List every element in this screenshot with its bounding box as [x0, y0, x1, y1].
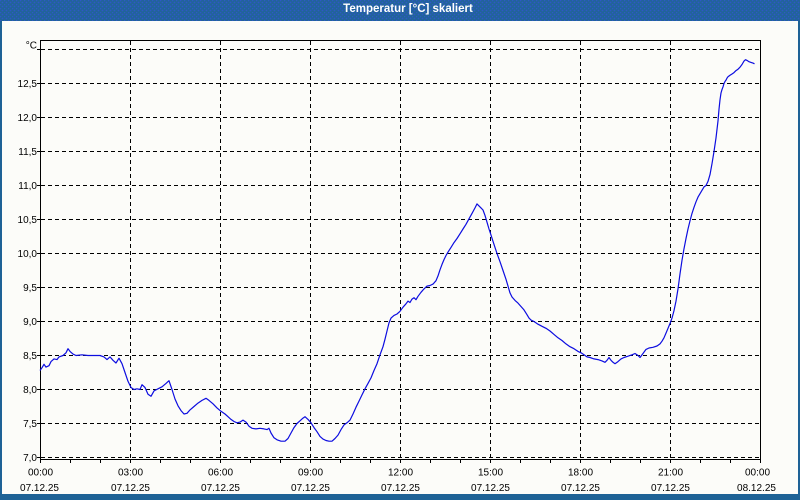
svg-text:9,0: 9,0 [23, 317, 37, 328]
svg-text:07.12.25: 07.12.25 [651, 483, 690, 494]
svg-text:7,0: 7,0 [23, 453, 37, 464]
svg-text:9,5: 9,5 [23, 283, 37, 294]
svg-text:07.12.25: 07.12.25 [381, 483, 420, 494]
svg-text:09:00: 09:00 [298, 468, 323, 479]
svg-text:00:00: 00:00 [28, 468, 53, 479]
svg-text:7,5: 7,5 [23, 419, 37, 430]
svg-text:10,5: 10,5 [18, 215, 38, 226]
svg-text:21:00: 21:00 [658, 468, 683, 479]
svg-text:07.12.25: 07.12.25 [201, 483, 240, 494]
svg-text:12,0: 12,0 [18, 113, 38, 124]
svg-text:07.12.25: 07.12.25 [291, 483, 330, 494]
svg-text:03:00: 03:00 [118, 468, 143, 479]
svg-text:10,0: 10,0 [18, 249, 38, 260]
svg-text:07.12.25: 07.12.25 [561, 483, 600, 494]
svg-text:00:00: 00:00 [745, 468, 770, 479]
svg-text:07.12.25: 07.12.25 [471, 483, 510, 494]
svg-text:15:00: 15:00 [478, 468, 503, 479]
svg-text:11,5: 11,5 [18, 147, 37, 158]
svg-text:07.12.25: 07.12.25 [111, 483, 150, 494]
svg-text:°C: °C [26, 41, 37, 52]
svg-text:8,5: 8,5 [23, 351, 37, 362]
svg-text:8,0: 8,0 [23, 385, 37, 396]
svg-text:06:00: 06:00 [208, 468, 233, 479]
svg-text:08.12.25: 08.12.25 [737, 483, 776, 494]
svg-text:12,5: 12,5 [18, 79, 38, 90]
svg-text:12:00: 12:00 [388, 468, 413, 479]
svg-text:07.12.25: 07.12.25 [20, 483, 59, 494]
svg-text:11,0: 11,0 [18, 181, 37, 192]
svg-text:18:00: 18:00 [568, 468, 593, 479]
